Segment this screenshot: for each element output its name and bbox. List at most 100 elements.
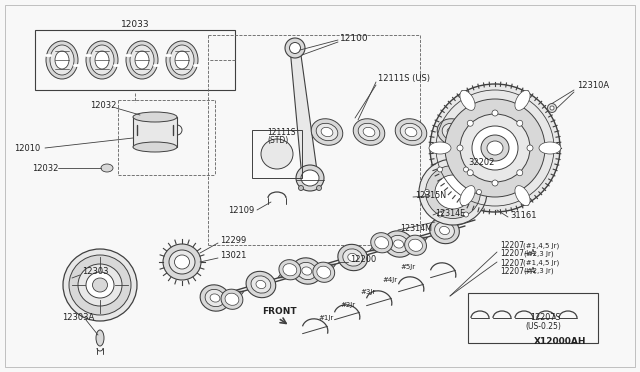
- Ellipse shape: [292, 258, 322, 284]
- Ellipse shape: [86, 41, 118, 79]
- Ellipse shape: [316, 123, 338, 141]
- Ellipse shape: [492, 110, 498, 116]
- Text: 12111S: 12111S: [267, 128, 296, 137]
- Ellipse shape: [313, 262, 335, 282]
- Ellipse shape: [338, 244, 367, 271]
- Ellipse shape: [460, 114, 530, 182]
- Ellipse shape: [408, 239, 422, 251]
- Text: 12314E: 12314E: [435, 208, 465, 218]
- Ellipse shape: [363, 127, 375, 137]
- Text: FRONT: FRONT: [262, 308, 296, 317]
- Ellipse shape: [175, 51, 189, 69]
- Ellipse shape: [95, 51, 109, 69]
- Ellipse shape: [50, 45, 74, 75]
- Text: #5Jr: #5Jr: [400, 264, 415, 270]
- Text: 12032: 12032: [90, 100, 116, 109]
- Text: 32202: 32202: [468, 157, 494, 167]
- Text: 12299: 12299: [220, 235, 246, 244]
- Ellipse shape: [487, 141, 503, 155]
- Text: 12200: 12200: [350, 256, 376, 264]
- Ellipse shape: [467, 170, 473, 176]
- Ellipse shape: [384, 231, 413, 257]
- Ellipse shape: [440, 227, 449, 235]
- Ellipse shape: [447, 127, 459, 137]
- Ellipse shape: [169, 250, 195, 274]
- Ellipse shape: [55, 51, 69, 69]
- Ellipse shape: [516, 120, 523, 126]
- Ellipse shape: [472, 126, 518, 170]
- Ellipse shape: [133, 142, 177, 152]
- Ellipse shape: [438, 212, 442, 217]
- Ellipse shape: [285, 38, 305, 58]
- Ellipse shape: [353, 119, 385, 145]
- Ellipse shape: [460, 90, 475, 110]
- Ellipse shape: [515, 186, 530, 206]
- Ellipse shape: [394, 240, 404, 248]
- Ellipse shape: [358, 123, 380, 141]
- Ellipse shape: [78, 264, 122, 306]
- Text: (#2,3 Jr): (#2,3 Jr): [524, 251, 554, 257]
- Ellipse shape: [343, 249, 363, 266]
- Polygon shape: [410, 237, 428, 245]
- Ellipse shape: [430, 84, 560, 212]
- Ellipse shape: [170, 45, 194, 75]
- Ellipse shape: [437, 119, 468, 145]
- Ellipse shape: [405, 127, 417, 137]
- Ellipse shape: [251, 276, 271, 293]
- Polygon shape: [317, 264, 336, 272]
- Text: 12100: 12100: [340, 33, 369, 42]
- Text: (#2,3 Jr): (#2,3 Jr): [524, 268, 554, 274]
- Text: X12000AH: X12000AH: [534, 337, 586, 346]
- Ellipse shape: [477, 189, 481, 195]
- Ellipse shape: [550, 106, 554, 110]
- Ellipse shape: [225, 293, 239, 305]
- Text: 12109: 12109: [228, 205, 254, 215]
- Ellipse shape: [547, 103, 557, 112]
- Text: 12032: 12032: [32, 164, 58, 173]
- Ellipse shape: [481, 135, 509, 161]
- Ellipse shape: [388, 235, 408, 253]
- Text: 13021: 13021: [220, 250, 246, 260]
- Text: 12303: 12303: [82, 267, 109, 276]
- Ellipse shape: [69, 255, 131, 315]
- Ellipse shape: [400, 123, 422, 141]
- Ellipse shape: [435, 222, 454, 239]
- Text: #2Jr: #2Jr: [340, 302, 355, 308]
- Ellipse shape: [467, 120, 473, 126]
- Text: (US-0.25): (US-0.25): [525, 321, 561, 330]
- Text: 12314M: 12314M: [400, 224, 432, 232]
- Text: 12207: 12207: [500, 241, 524, 250]
- Text: 12111S (US): 12111S (US): [378, 74, 430, 83]
- Ellipse shape: [371, 232, 392, 253]
- Ellipse shape: [311, 119, 343, 145]
- Ellipse shape: [419, 159, 487, 225]
- Ellipse shape: [135, 51, 149, 69]
- Text: 12033: 12033: [121, 19, 149, 29]
- Ellipse shape: [429, 217, 460, 244]
- Text: (STD): (STD): [267, 135, 288, 144]
- Ellipse shape: [298, 186, 303, 190]
- Text: #1Jr: #1Jr: [318, 315, 333, 321]
- Ellipse shape: [429, 142, 451, 154]
- Ellipse shape: [210, 294, 220, 302]
- Ellipse shape: [492, 180, 498, 186]
- Ellipse shape: [424, 189, 429, 195]
- Ellipse shape: [283, 264, 297, 276]
- Text: 12207: 12207: [500, 259, 524, 267]
- Ellipse shape: [200, 285, 230, 311]
- Ellipse shape: [404, 235, 426, 255]
- Ellipse shape: [463, 212, 468, 217]
- Ellipse shape: [261, 139, 293, 169]
- Ellipse shape: [348, 253, 358, 262]
- Text: 12303A: 12303A: [62, 314, 94, 323]
- Text: 12207+A: 12207+A: [500, 250, 536, 259]
- Ellipse shape: [426, 166, 481, 218]
- Ellipse shape: [205, 289, 225, 307]
- Ellipse shape: [96, 330, 104, 346]
- Ellipse shape: [438, 167, 442, 172]
- Ellipse shape: [457, 145, 463, 151]
- Ellipse shape: [166, 41, 198, 79]
- Ellipse shape: [321, 127, 333, 137]
- Ellipse shape: [101, 164, 113, 172]
- Polygon shape: [290, 48, 318, 178]
